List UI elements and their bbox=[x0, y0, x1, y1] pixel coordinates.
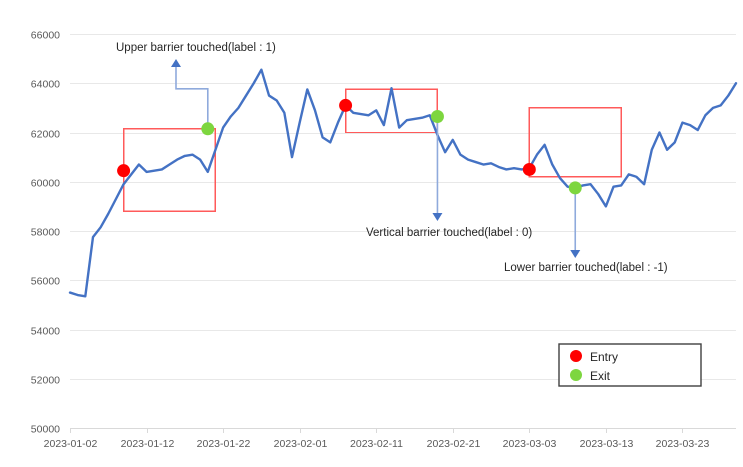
y-axis-tick-label: 52000 bbox=[31, 375, 60, 387]
gridlines bbox=[70, 34, 736, 429]
exit-marker bbox=[430, 109, 444, 123]
axis-lines bbox=[70, 428, 736, 433]
entry-marker bbox=[117, 164, 131, 178]
legend-label-exit: Exit bbox=[590, 369, 611, 383]
y-axis-tick-label: 64000 bbox=[31, 79, 60, 91]
y-axis-tick-label: 54000 bbox=[31, 326, 60, 338]
y-axis-labels: 50000 52000 54000 56000 58000 60000 62000 64000… bbox=[31, 30, 60, 436]
x-axis-tick-label: 2023-02-11 bbox=[350, 438, 403, 450]
y-axis-tick-label: 58000 bbox=[31, 227, 60, 239]
entry-marker bbox=[339, 98, 353, 112]
legend-marker-entry bbox=[570, 350, 582, 362]
entry-marker bbox=[522, 162, 536, 176]
annotation-leader-line bbox=[175, 64, 209, 129]
price-line bbox=[68, 68, 738, 298]
annotation-label-lower-barrier: Lower barrier touched(label : -1) bbox=[504, 262, 668, 274]
annotation-arrowhead bbox=[570, 250, 581, 258]
annotation-arrowhead bbox=[432, 213, 443, 221]
legend-label-entry: Entry bbox=[590, 350, 618, 364]
x-axis-tick-label: 2023-02-01 bbox=[274, 438, 328, 450]
barrier-box bbox=[122, 128, 217, 212]
barrier-box bbox=[528, 107, 622, 178]
legend-box bbox=[558, 343, 702, 387]
barrier-box bbox=[344, 88, 439, 134]
x-axis-tick-label: 2023-02-21 bbox=[427, 438, 481, 450]
x-axis-tick-label: 2023-03-13 bbox=[580, 438, 634, 450]
y-axis-tick-label: 60000 bbox=[31, 178, 60, 190]
annotation-arrowhead bbox=[171, 59, 181, 67]
annotation-label-vertical-barrier: Vertical barrier touched(label : 0) bbox=[366, 227, 532, 239]
x-axis-tick-label: 2023-03-03 bbox=[503, 438, 557, 450]
exit-marker bbox=[568, 181, 582, 195]
y-axis-tick-label: 62000 bbox=[31, 129, 60, 141]
y-axis-tick-label: 56000 bbox=[31, 276, 60, 288]
x-axis-tick-label: 2023-01-02 bbox=[44, 438, 98, 450]
legend-marker-exit bbox=[570, 369, 582, 381]
legend: Entry Exit bbox=[558, 343, 702, 387]
event-markers bbox=[117, 98, 582, 195]
annotations: Upper barrier touched(label : 1) Vertical… bbox=[116, 42, 668, 274]
y-axis-tick-label: 50000 bbox=[31, 424, 60, 436]
y-axis-tick-label: 66000 bbox=[31, 30, 60, 42]
annotation-label-upper-barrier: Upper barrier touched(label : 1) bbox=[116, 42, 276, 54]
x-axis-tick-label: 2023-03-23 bbox=[656, 438, 710, 450]
price-line-path bbox=[68, 68, 738, 298]
x-axis-tick-label: 2023-01-12 bbox=[121, 438, 175, 450]
x-axis-tick-label: 2023-01-22 bbox=[197, 438, 251, 450]
x-axis-labels: 2023-01-02 2023-01-12 2023-01-22 2023-02-01… bbox=[44, 438, 710, 450]
exit-marker bbox=[201, 122, 215, 136]
